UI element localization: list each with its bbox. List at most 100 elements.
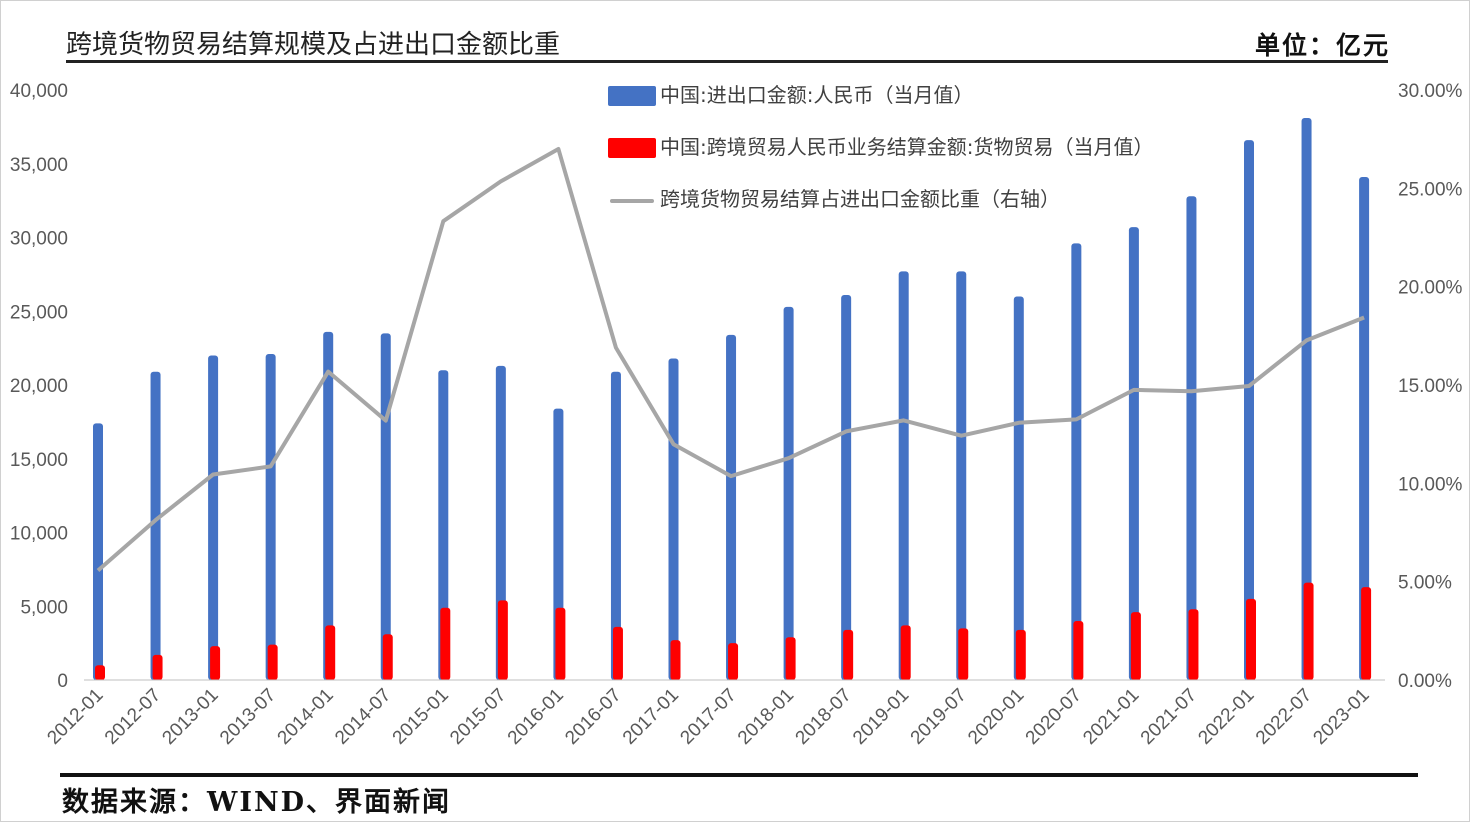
x-tick-label: 2013-07 — [216, 685, 280, 749]
y-left-tick-label: 15,000 — [10, 450, 68, 471]
y-left-tick-label: 30,000 — [10, 229, 68, 250]
title-underline — [66, 60, 1388, 63]
bar-settlement-2021-01 — [1130, 612, 1141, 680]
bar-total-2012-01 — [93, 423, 103, 680]
bar-settlement-2023-01 — [1361, 587, 1372, 680]
y-right-tick-label: 10.00% — [1398, 474, 1463, 495]
bar-settlement-2017-07 — [728, 643, 739, 680]
bar-settlement-2017-01 — [670, 640, 681, 680]
bar-settlement-2019-01 — [900, 625, 911, 680]
y-left-tick-label: 0 — [57, 671, 68, 692]
x-tick-label: 2017-01 — [619, 685, 683, 749]
y-right-tick-label: 25.00% — [1398, 179, 1463, 200]
legend-swatch-settlement — [608, 138, 656, 158]
bar-settlement-2020-07 — [1073, 621, 1084, 680]
x-tick-label: 2019-07 — [907, 685, 971, 749]
y-left-tick-label: 35,000 — [10, 155, 68, 176]
y-axis-left: 0 5,000 10,000 15,000 20,000 25,000 30,000 35,0… — [10, 81, 68, 692]
bar-total-2013-07 — [265, 354, 276, 680]
bar-total-2019-07 — [956, 271, 967, 680]
chart-title: 跨境货物贸易结算规模及占进出口金额比重 — [66, 30, 561, 60]
unit-label: 单位：亿元 — [1254, 31, 1390, 60]
x-tick-label: 2012-07 — [101, 685, 165, 749]
bar-total-2022-01 — [1244, 140, 1254, 680]
bar-total-2018-07 — [841, 295, 852, 680]
bar-settlement-2018-01 — [785, 637, 796, 680]
legend-swatch-total — [608, 86, 656, 106]
bar-total-2018-01 — [783, 306, 794, 680]
y-left-tick-label: 25,000 — [10, 302, 68, 323]
x-tick-label: 2014-01 — [274, 685, 338, 749]
x-tick-label: 2016-01 — [504, 685, 568, 749]
x-tick-label: 2021-01 — [1079, 685, 1143, 749]
bars-settlement-group — [95, 582, 1372, 680]
bar-total-2017-01 — [668, 358, 679, 680]
bar-settlement-2019-07 — [958, 628, 969, 680]
bar-total-2016-07 — [610, 371, 621, 680]
y-left-tick-label: 20,000 — [10, 376, 68, 397]
x-tick-label: 2022-01 — [1194, 685, 1258, 749]
x-tick-label: 2021-07 — [1137, 685, 1201, 749]
x-tick-label: 2015-07 — [446, 685, 510, 749]
bar-settlement-2018-07 — [843, 629, 854, 680]
bar-total-2014-07 — [380, 333, 391, 680]
y-right-tick-label: 15.00% — [1398, 376, 1463, 397]
bar-total-2023-01 — [1359, 177, 1370, 680]
bar-settlement-2015-07 — [497, 600, 508, 680]
ratio-line — [96, 147, 1365, 573]
y-right-tick-label: 20.00% — [1398, 278, 1463, 299]
y-right-tick-label: 0.00% — [1398, 671, 1452, 692]
x-tick-label: 2014-07 — [331, 685, 395, 749]
bar-settlement-2022-07 — [1303, 582, 1314, 680]
bar-total-2012-07 — [150, 371, 161, 680]
bar-settlement-2014-01 — [325, 625, 336, 680]
y-right-tick-label: 5.00% — [1398, 573, 1452, 594]
legend-label-total: 中国:进出口金额:人民币（当月值） — [660, 83, 973, 107]
bar-total-2017-07 — [726, 334, 737, 680]
x-tick-label: 2016-07 — [561, 685, 625, 749]
ratio-line-group — [96, 147, 1365, 573]
x-tick-label: 2019-01 — [849, 685, 913, 749]
x-tick-label: 2018-07 — [792, 685, 856, 749]
bar-settlement-2014-07 — [382, 634, 393, 680]
y-left-tick-label: 10,000 — [10, 524, 68, 545]
bar-total-2015-01 — [438, 370, 449, 680]
x-axis-ticks: 2012-012012-072013-012013-072014-012014-… — [43, 685, 1373, 749]
bar-total-2022-07 — [1301, 118, 1312, 680]
x-tick-label: 2023-01 — [1309, 685, 1373, 749]
y-axis-right: 0.00% 5.00% 10.00% 15.00% 20.00% 25.00% 30.00% — [1398, 81, 1463, 692]
legend-label-ratio: 跨境货物贸易结算占进出口金额比重（右轴） — [660, 187, 1060, 211]
bar-total-2013-01 — [208, 355, 219, 680]
x-tick-label: 2022-07 — [1252, 685, 1316, 749]
bar-settlement-2021-07 — [1188, 609, 1199, 680]
bar-settlement-2012-07 — [152, 654, 163, 680]
x-tick-label: 2018-01 — [734, 685, 798, 749]
bar-total-2021-07 — [1186, 196, 1197, 680]
bar-total-2014-01 — [323, 331, 334, 680]
legend-label-settlement: 中国:跨境贸易人民币业务结算金额:货物贸易（当月值） — [660, 135, 1153, 159]
x-tick-label: 2020-07 — [1022, 685, 1086, 749]
bar-settlement-2013-01 — [210, 646, 221, 680]
x-tick-label: 2017-07 — [676, 685, 740, 749]
x-tick-label: 2020-01 — [964, 685, 1028, 749]
bar-settlement-2012-01 — [95, 665, 105, 680]
y-right-tick-label: 30.00% — [1398, 81, 1463, 102]
bar-total-2020-07 — [1071, 243, 1082, 680]
bar-settlement-2020-01 — [1015, 629, 1026, 680]
x-tick-label: 2015-01 — [389, 685, 453, 749]
bar-settlement-2016-01 — [555, 607, 566, 680]
bar-total-2020-01 — [1013, 296, 1024, 680]
bars-total-group — [93, 118, 1370, 681]
bar-settlement-2013-07 — [267, 644, 278, 680]
bar-settlement-2016-07 — [612, 626, 623, 680]
bar-total-2019-01 — [898, 271, 909, 680]
bar-settlement-2015-01 — [440, 607, 451, 680]
bar-settlement-2022-01 — [1246, 598, 1256, 680]
legend: 中国:进出口金额:人民币（当月值） 中国:跨境贸易人民币业务结算金额:货物贸易（… — [608, 83, 1153, 211]
y-left-tick-label: 40,000 — [10, 81, 68, 102]
bar-total-2021-01 — [1128, 227, 1139, 681]
x-tick-label: 2012-01 — [43, 685, 107, 749]
y-left-tick-label: 5,000 — [20, 597, 68, 618]
data-source: 数据来源：WIND、界面新闻 — [62, 787, 452, 818]
